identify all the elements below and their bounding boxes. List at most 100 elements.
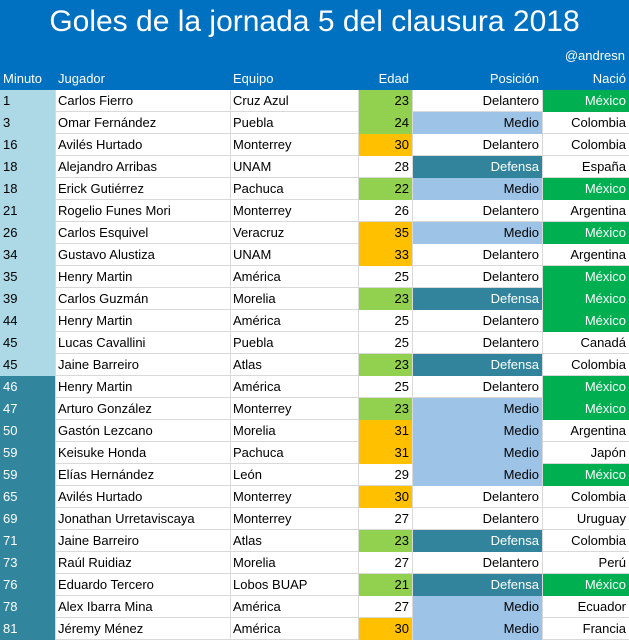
- cell-nacio[interactable]: México: [542, 288, 629, 310]
- cell-minuto[interactable]: 73: [0, 552, 55, 574]
- cell-edad[interactable]: 31: [358, 420, 412, 442]
- cell-nacio[interactable]: Colombia: [571, 489, 626, 504]
- cell-equipo[interactable]: Atlas: [233, 533, 262, 548]
- cell-minuto[interactable]: 1: [0, 90, 55, 112]
- cell-jugador[interactable]: Jaine Barreiro: [58, 533, 139, 548]
- cell-jugador[interactable]: Gastón Lezcano: [58, 423, 153, 438]
- cell-jugador[interactable]: Jéremy Ménez: [58, 621, 144, 636]
- cell-minuto[interactable]: 39: [0, 288, 55, 310]
- cell-nacio[interactable]: México: [542, 310, 629, 332]
- cell-minuto[interactable]: 71: [0, 530, 55, 552]
- cell-nacio[interactable]: Colombia: [571, 115, 626, 130]
- cell-jugador[interactable]: Carlos Guzmán: [58, 291, 149, 306]
- cell-equipo[interactable]: Morelia: [233, 555, 276, 570]
- cell-edad[interactable]: 27: [394, 555, 409, 570]
- cell-equipo[interactable]: América: [233, 621, 281, 636]
- cell-nacio[interactable]: Perú: [598, 555, 626, 570]
- cell-equipo[interactable]: Puebla: [233, 115, 274, 130]
- cell-posicion[interactable]: Medio: [412, 464, 542, 486]
- cell-equipo[interactable]: UNAM: [233, 159, 272, 174]
- cell-jugador[interactable]: Raúl Ruidiaz: [58, 555, 132, 570]
- cell-edad[interactable]: 23: [358, 530, 412, 552]
- cell-posicion[interactable]: Defensa: [412, 288, 542, 310]
- cell-posicion[interactable]: Delantero: [482, 511, 539, 526]
- cell-jugador[interactable]: Lucas Cavallini: [58, 335, 146, 350]
- cell-jugador[interactable]: Omar Fernández: [58, 115, 157, 130]
- cell-jugador[interactable]: Henry Martin: [58, 313, 133, 328]
- cell-edad[interactable]: 28: [394, 159, 409, 174]
- column-header-edad[interactable]: Edad: [378, 71, 409, 86]
- cell-equipo[interactable]: Veracruz: [233, 225, 285, 240]
- cell-nacio[interactable]: México: [542, 376, 629, 398]
- cell-equipo[interactable]: Puebla: [233, 335, 274, 350]
- cell-posicion[interactable]: Delantero: [482, 93, 539, 108]
- cell-nacio[interactable]: Argentina: [570, 423, 626, 438]
- cell-posicion[interactable]: Defensa: [412, 530, 542, 552]
- cell-posicion[interactable]: Medio: [412, 222, 542, 244]
- cell-minuto[interactable]: 16: [0, 134, 55, 156]
- cell-equipo[interactable]: Atlas: [233, 357, 262, 372]
- cell-jugador[interactable]: Erick Gutiérrez: [58, 181, 144, 196]
- cell-nacio[interactable]: España: [581, 159, 626, 174]
- cell-equipo[interactable]: Morelia: [233, 291, 276, 306]
- cell-posicion[interactable]: Medio: [412, 596, 542, 618]
- cell-equipo[interactable]: León: [233, 467, 262, 482]
- cell-jugador[interactable]: Keisuke Honda: [58, 445, 147, 460]
- cell-nacio[interactable]: Argentina: [570, 203, 626, 218]
- cell-posicion[interactable]: Delantero: [482, 269, 539, 284]
- cell-jugador[interactable]: Henry Martin: [58, 269, 133, 284]
- cell-minuto[interactable]: 18: [0, 156, 55, 178]
- cell-minuto[interactable]: 59: [0, 464, 55, 486]
- cell-nacio[interactable]: Japón: [590, 445, 626, 460]
- cell-posicion[interactable]: Medio: [412, 442, 542, 464]
- cell-minuto[interactable]: 47: [0, 398, 55, 420]
- cell-minuto[interactable]: 78: [0, 596, 55, 618]
- cell-edad[interactable]: 35: [358, 222, 412, 244]
- cell-edad[interactable]: 30: [358, 618, 412, 640]
- cell-edad[interactable]: 23: [358, 288, 412, 310]
- cell-jugador[interactable]: Gustavo Alustiza: [58, 247, 155, 262]
- cell-minuto[interactable]: 35: [0, 266, 55, 288]
- cell-equipo[interactable]: Monterrey: [233, 401, 292, 416]
- cell-nacio[interactable]: México: [542, 266, 629, 288]
- cell-equipo[interactable]: Lobos BUAP: [233, 577, 308, 592]
- cell-equipo[interactable]: América: [233, 599, 281, 614]
- cell-minuto[interactable]: 81: [0, 618, 55, 640]
- cell-edad[interactable]: 23: [358, 398, 412, 420]
- cell-posicion[interactable]: Medio: [412, 178, 542, 200]
- cell-jugador[interactable]: Avilés Hurtado: [58, 489, 143, 504]
- cell-edad[interactable]: 30: [358, 486, 412, 508]
- cell-minuto[interactable]: 59: [0, 442, 55, 464]
- cell-jugador[interactable]: Elías Hernández: [58, 467, 155, 482]
- cell-edad[interactable]: 31: [358, 442, 412, 464]
- cell-nacio[interactable]: México: [542, 464, 629, 486]
- cell-edad[interactable]: 23: [358, 354, 412, 376]
- cell-minuto[interactable]: 21: [0, 200, 55, 222]
- cell-posicion[interactable]: Delantero: [482, 313, 539, 328]
- cell-jugador[interactable]: Avilés Hurtado: [58, 137, 143, 152]
- cell-minuto[interactable]: 65: [0, 486, 55, 508]
- cell-jugador[interactable]: Alejandro Arribas: [58, 159, 157, 174]
- cell-nacio[interactable]: México: [542, 222, 629, 244]
- cell-edad[interactable]: 25: [394, 313, 409, 328]
- column-header-posicion[interactable]: Posición: [489, 71, 539, 86]
- cell-equipo[interactable]: Cruz Azul: [233, 93, 289, 108]
- cell-edad[interactable]: 24: [358, 112, 412, 134]
- cell-equipo[interactable]: Monterrey: [233, 489, 292, 504]
- cell-posicion[interactable]: Delantero: [482, 555, 539, 570]
- cell-jugador[interactable]: Carlos Fierro: [58, 93, 134, 108]
- cell-equipo[interactable]: Pachuca: [233, 445, 284, 460]
- cell-edad[interactable]: 27: [394, 599, 409, 614]
- cell-minuto[interactable]: 18: [0, 178, 55, 200]
- cell-jugador[interactable]: Henry Martin: [58, 379, 133, 394]
- cell-equipo[interactable]: América: [233, 313, 281, 328]
- cell-posicion[interactable]: Delantero: [482, 137, 539, 152]
- cell-nacio[interactable]: México: [542, 90, 629, 112]
- cell-jugador[interactable]: Rogelio Funes Mori: [58, 203, 171, 218]
- cell-nacio[interactable]: México: [542, 574, 629, 596]
- cell-equipo[interactable]: Monterrey: [233, 203, 292, 218]
- cell-nacio[interactable]: Ecuador: [577, 599, 626, 614]
- cell-jugador[interactable]: Jaine Barreiro: [58, 357, 139, 372]
- cell-edad[interactable]: 25: [394, 269, 409, 284]
- cell-nacio[interactable]: Francia: [582, 621, 626, 636]
